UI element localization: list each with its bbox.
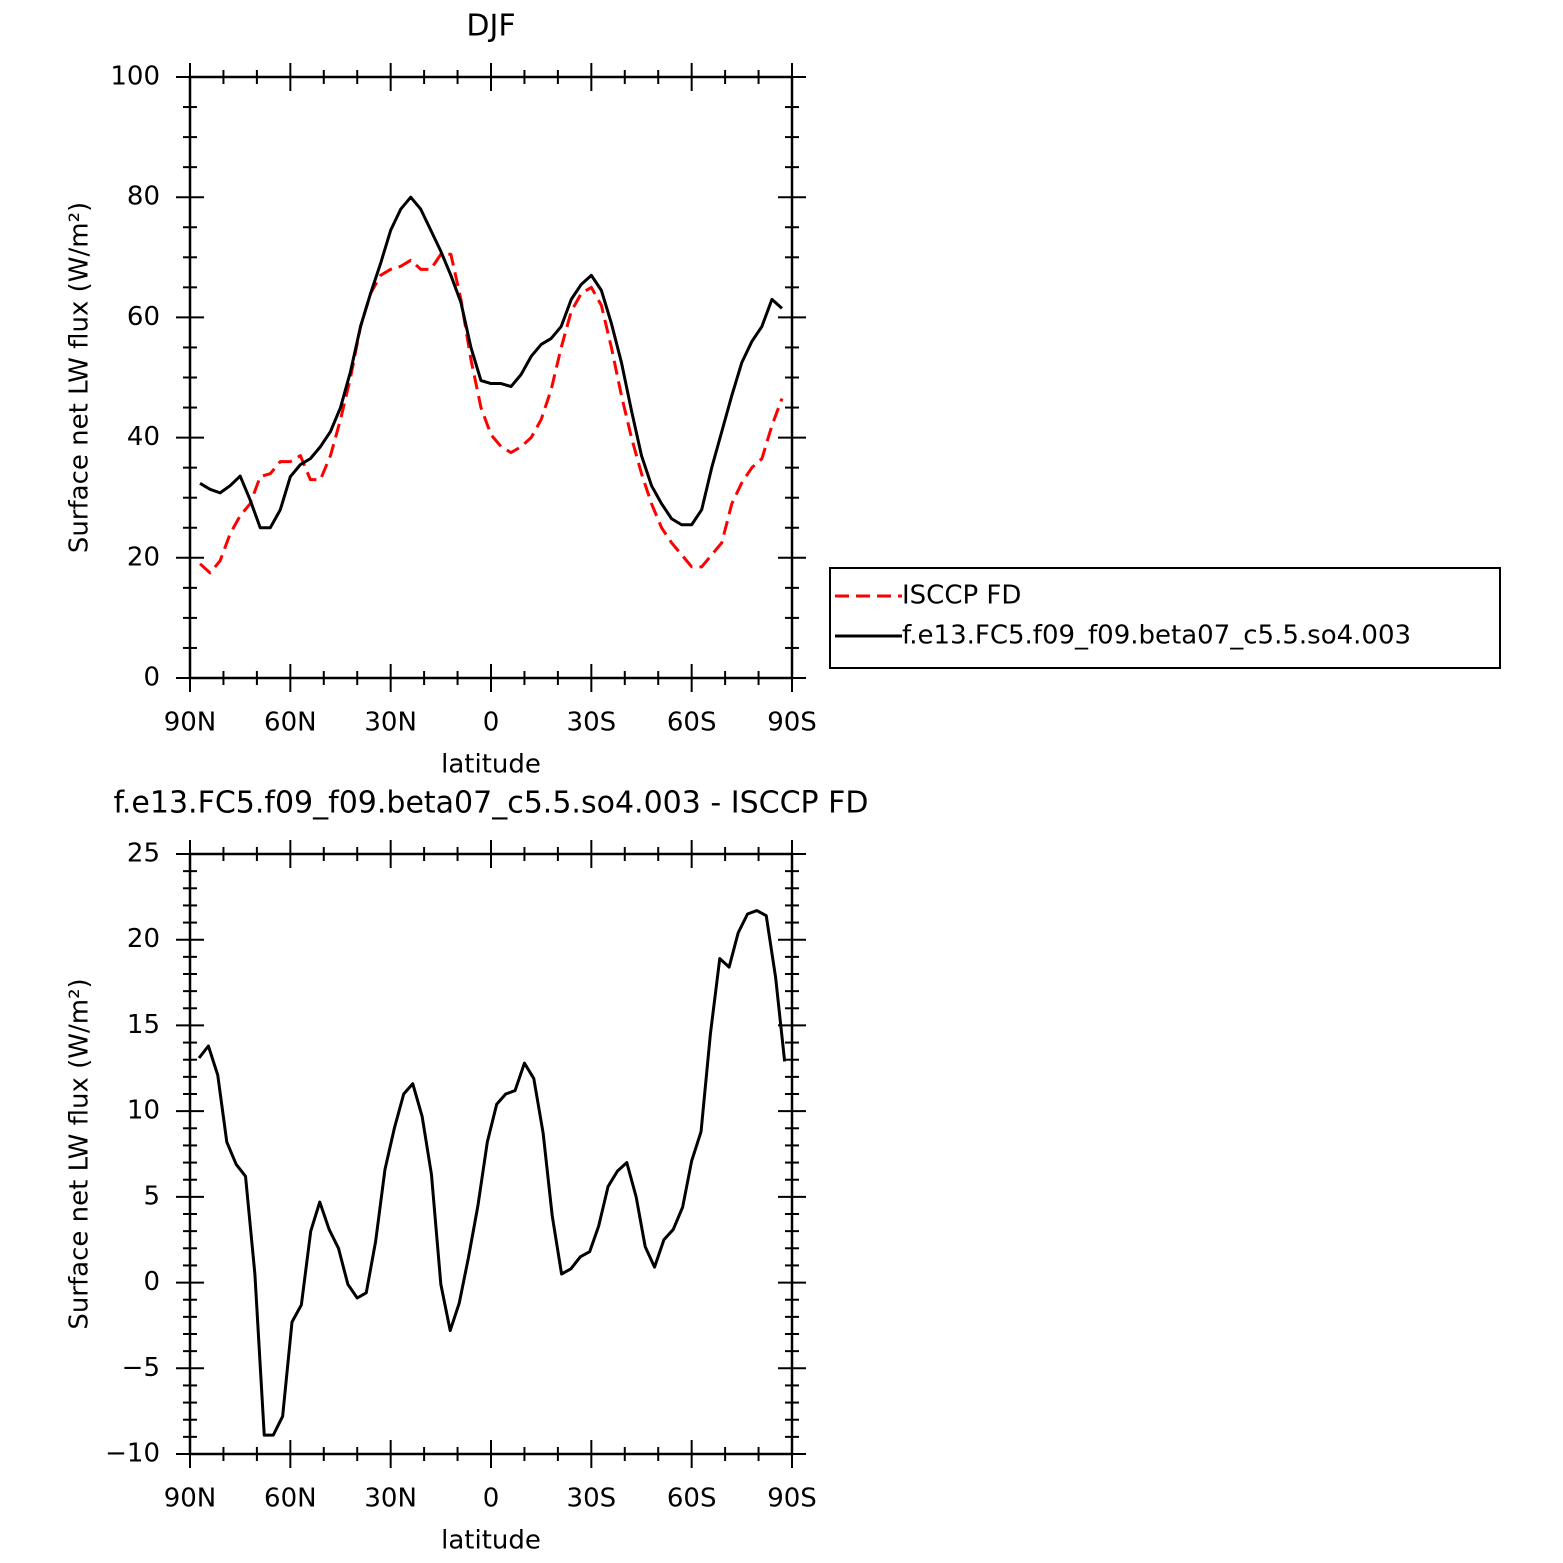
plot-frame — [188, 852, 794, 1456]
legend-label: f.e13.FC5.f09_f09.beta07_c5.5.so4.003 — [902, 621, 1411, 651]
y-tick-label: 20 — [127, 542, 160, 572]
y-axis-label: Surface net LW flux (W/m²) — [65, 202, 95, 553]
y-tick-label: 25 — [127, 839, 160, 869]
y-tick-label: 15 — [127, 1010, 160, 1040]
data-line — [197, 909, 787, 1437]
x-axis-label: latitude — [441, 1526, 541, 1556]
x-tick-label: 90N — [164, 708, 217, 738]
x-tick-label: 30S — [567, 708, 617, 738]
y-tick-label: 40 — [127, 422, 160, 452]
legend-box — [829, 567, 1501, 669]
x-tick-label: 30S — [567, 1484, 617, 1514]
y-tick-label: 60 — [127, 302, 160, 332]
chart-title: f.e13.FC5.f09_f09.beta07_c5.5.so4.003 - … — [113, 786, 868, 821]
y-tick-label: 100 — [110, 62, 160, 92]
plot-frame — [188, 75, 794, 680]
x-tick-label: 90S — [767, 708, 817, 738]
y-tick-label: 80 — [127, 182, 160, 212]
chart-title: DJF — [466, 9, 515, 44]
y-tick-label: 20 — [127, 924, 160, 954]
x-axis-label: latitude — [441, 750, 541, 780]
y-tick-label: −10 — [105, 1439, 160, 1469]
legend-label: ISCCP FD — [902, 581, 1021, 611]
x-tick-label: 60S — [667, 708, 717, 738]
y-tick-label: 0 — [143, 1267, 160, 1297]
x-tick-label: 0 — [483, 1484, 500, 1514]
x-tick-label: 60S — [667, 1484, 717, 1514]
y-axis-label: Surface net LW flux (W/m²) — [65, 978, 95, 1329]
x-tick-label: 90S — [767, 1484, 817, 1514]
x-tick-label: 30N — [364, 1484, 417, 1514]
x-tick-label: 60N — [264, 1484, 317, 1514]
y-tick-label: 0 — [143, 663, 160, 693]
x-tick-label: 60N — [264, 708, 317, 738]
y-tick-label: 10 — [127, 1096, 160, 1126]
y-tick-label: 5 — [143, 1181, 160, 1211]
x-tick-label: 90N — [164, 1484, 217, 1514]
data-line — [199, 252, 784, 575]
data-line — [199, 195, 783, 530]
y-tick-label: −5 — [122, 1353, 160, 1383]
x-tick-label: 0 — [483, 708, 500, 738]
x-tick-label: 30N — [364, 708, 417, 738]
